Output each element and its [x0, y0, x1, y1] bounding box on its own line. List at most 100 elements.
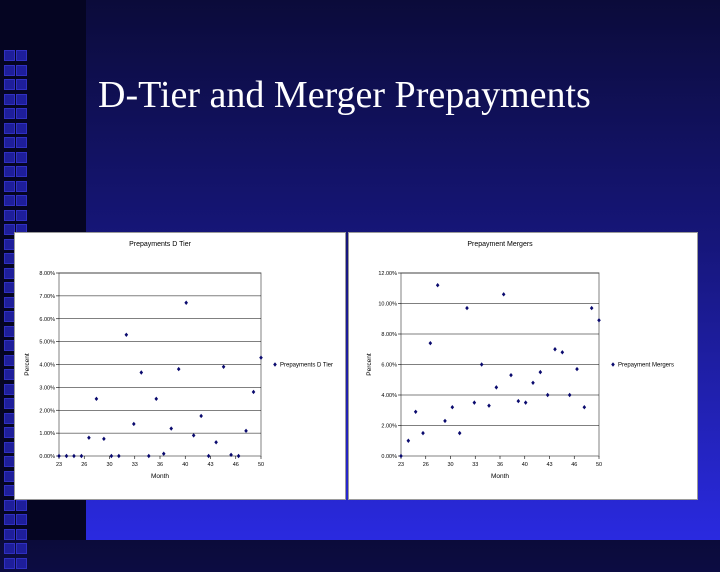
data-point — [132, 421, 136, 427]
data-point — [509, 372, 513, 378]
y-axis-label: Percent — [24, 353, 31, 376]
data-point — [72, 453, 76, 459]
decorative-square — [16, 151, 27, 163]
decorative-square — [16, 64, 27, 76]
y-tick-label: 8.00% — [39, 271, 55, 277]
x-tick-label: 50 — [258, 462, 264, 468]
data-point — [259, 355, 263, 360]
decorative-square — [4, 122, 15, 134]
data-point — [117, 453, 121, 459]
decorative-square — [16, 108, 27, 119]
x-axis-label: Month — [151, 473, 169, 480]
y-tick-label: 3.00% — [39, 385, 55, 391]
decorative-square — [16, 180, 27, 192]
x-tick-label: 30 — [106, 462, 112, 468]
decorative-square — [4, 514, 15, 525]
data-point — [87, 435, 91, 440]
data-point — [487, 403, 491, 408]
data-point — [501, 292, 506, 297]
data-point — [57, 453, 61, 459]
data-point — [221, 364, 226, 369]
data-point — [169, 426, 174, 431]
data-point — [589, 305, 594, 311]
x-tick-label: 23 — [398, 462, 404, 468]
data-point — [567, 392, 572, 398]
data-point — [457, 430, 462, 436]
y-tick-label: 4.00% — [39, 363, 55, 369]
data-point — [435, 283, 440, 288]
decorative-square — [4, 195, 15, 206]
data-point — [94, 396, 99, 402]
data-point — [450, 405, 455, 410]
y-tick-label: 6.00% — [381, 363, 397, 369]
x-tick-label: 36 — [157, 462, 163, 468]
data-point — [191, 433, 196, 438]
data-point — [206, 453, 211, 459]
data-point — [399, 453, 403, 459]
x-tick-label: 30 — [447, 462, 453, 468]
decorative-square — [16, 209, 27, 221]
data-point — [102, 436, 106, 442]
y-tick-label: 7.00% — [39, 294, 55, 300]
y-tick-label: 8.00% — [381, 332, 397, 338]
data-point — [545, 392, 550, 398]
data-point — [199, 413, 203, 419]
data-point — [582, 405, 587, 410]
data-point — [154, 396, 159, 402]
y-tick-label: 6.00% — [39, 317, 55, 323]
data-point — [146, 453, 151, 459]
data-point — [443, 418, 447, 424]
data-point — [428, 340, 433, 346]
y-tick-label: 0.00% — [39, 454, 55, 460]
data-point — [494, 385, 499, 390]
decorative-square — [16, 514, 27, 525]
data-point — [421, 430, 425, 436]
decorative-square — [16, 195, 27, 206]
decorative-square — [4, 108, 15, 119]
decorative-square — [16, 137, 27, 148]
decorative-square — [4, 499, 15, 511]
decorative-square — [4, 137, 15, 148]
data-point — [79, 453, 84, 459]
legend-marker — [611, 362, 615, 367]
legend-marker — [273, 362, 277, 367]
y-tick-label: 2.00% — [39, 408, 55, 414]
data-point — [139, 370, 144, 375]
y-tick-label: 10.00% — [378, 302, 397, 308]
decorative-square — [4, 166, 15, 177]
data-point — [64, 453, 69, 459]
decorative-square — [4, 180, 15, 192]
x-tick-label: 36 — [497, 462, 503, 468]
decorative-square — [4, 224, 15, 235]
data-point — [184, 300, 188, 305]
data-point — [465, 305, 469, 311]
x-tick-label: 26 — [423, 462, 429, 468]
decorative-square — [16, 79, 27, 90]
decorative-square — [16, 166, 27, 177]
decorative-square — [16, 50, 27, 61]
decorative-square — [16, 122, 27, 134]
chart-title: Prepayment Mergers — [467, 241, 533, 248]
y-tick-label: 12.00% — [378, 271, 397, 277]
legend-label: Prepayment Mergers — [618, 363, 674, 369]
y-tick-label: 4.00% — [381, 393, 397, 399]
decorative-square — [4, 543, 15, 554]
legend-label: Prepayments D Tier — [280, 363, 333, 369]
x-tick-label: 33 — [472, 462, 478, 468]
data-point — [523, 400, 528, 405]
data-point — [214, 440, 218, 445]
data-point — [560, 350, 565, 355]
chart-mergers: Prepayment Mergers 0.00% 2.00% 4.00% 6.00% 8.… — [366, 241, 674, 480]
data-point — [516, 398, 521, 404]
y-axis-label: Percent — [366, 353, 373, 376]
y-tick-label: 5.00% — [39, 340, 55, 346]
decorative-square — [16, 557, 27, 569]
chart-dtier: Prepayments D Tier 0.00% 1.00% 2.00% 3.00% 4.… — [24, 241, 333, 480]
y-tick-label: 1.00% — [39, 431, 55, 437]
data-point — [229, 452, 233, 458]
decorative-square — [4, 557, 15, 569]
x-tick-label: 43 — [546, 462, 552, 468]
x-tick-label: 43 — [207, 462, 213, 468]
decorative-square — [4, 209, 15, 221]
decorative-square — [16, 499, 27, 511]
